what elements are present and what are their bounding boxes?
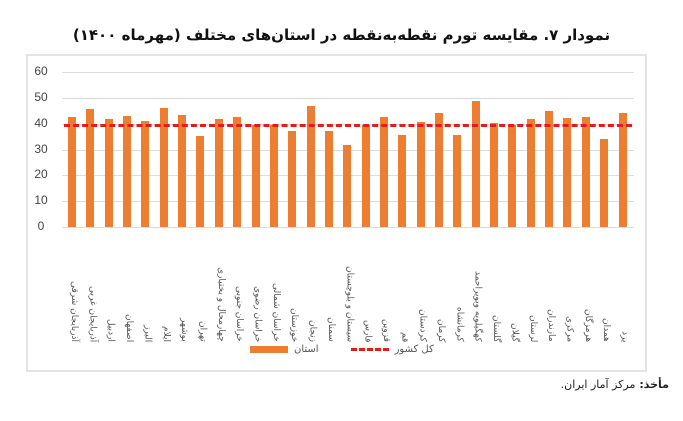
- gridline: [62, 97, 634, 99]
- source-label: مأخذ:: [639, 378, 669, 391]
- bar: [288, 130, 297, 227]
- y-tick-label: 20: [34, 167, 48, 182]
- bar: [269, 125, 278, 227]
- gridline: [62, 227, 634, 228]
- x-tick-label: چهارمحال و بختیاری: [215, 267, 226, 342]
- x-tick-label: کرمانشاه: [454, 307, 465, 342]
- x-tick-label: خوزستان: [289, 307, 300, 342]
- x-tick-label: هرمزگان: [582, 308, 593, 342]
- bar: [600, 138, 609, 227]
- x-tick-label: فارس: [362, 319, 373, 342]
- y-tick-label: 10: [34, 193, 48, 208]
- legend: کل کشور استان: [250, 344, 434, 355]
- x-tick-label: کهگیلویه وبویراحمد: [472, 271, 483, 342]
- x-tick-label: زنجان: [307, 319, 318, 342]
- bar: [471, 101, 480, 227]
- bar: [398, 134, 407, 227]
- national-average-line: [64, 123, 632, 127]
- bar: [233, 117, 242, 227]
- legend-item-provinces: استان: [250, 344, 319, 355]
- bar-swatch-icon: [250, 346, 288, 353]
- source-note: مأخذ:مرکز آمار ایران.: [561, 378, 669, 391]
- bar: [361, 124, 370, 227]
- bar: [453, 134, 462, 227]
- bar: [324, 130, 333, 227]
- bar: [86, 109, 95, 227]
- bar: [251, 124, 260, 227]
- bar: [104, 119, 113, 227]
- y-tick-label: 60: [34, 64, 48, 78]
- bar: [545, 110, 554, 227]
- x-tick-label: تهران: [197, 321, 208, 342]
- x-tick-label: قزوین: [380, 319, 391, 342]
- x-tick-label: البرز: [142, 324, 153, 342]
- y-tick-label: 40: [34, 115, 48, 130]
- bar: [379, 116, 388, 227]
- bar: [141, 120, 150, 227]
- x-tick-label: ایلام: [160, 326, 171, 342]
- bar: [435, 112, 443, 227]
- y-tick-label: 30: [34, 141, 48, 156]
- bar: [306, 105, 315, 227]
- x-tick-label: مازندران: [546, 309, 557, 342]
- bar: [159, 108, 168, 227]
- bar: [343, 144, 352, 227]
- bar: [214, 118, 223, 227]
- x-tick-label: گلستان: [491, 314, 502, 342]
- x-tick-label: مرکزی: [564, 315, 575, 342]
- bar: [68, 117, 76, 227]
- x-tick-label: خراسان رضوی: [252, 285, 263, 342]
- dashed-line-icon: [350, 348, 389, 351]
- x-tick-label: آذربایجان شرقی: [69, 281, 79, 342]
- bar: [178, 114, 187, 227]
- x-tick-label: اردبیل: [105, 319, 116, 342]
- x-tick-label: سیستان و بلوچستان: [344, 265, 355, 342]
- source-text: مرکز آمار ایران.: [560, 378, 636, 391]
- bar: [416, 121, 425, 227]
- bar: [196, 135, 205, 227]
- x-tick-label: خراسان جنوبی: [234, 286, 245, 342]
- legend-item-reference: کل کشور: [350, 344, 434, 355]
- x-tick-label: سمنان: [325, 317, 336, 342]
- bar: [618, 112, 627, 227]
- x-tick-label: قم: [399, 331, 410, 342]
- x-tick-label: اصفهان: [124, 313, 135, 342]
- gridline: [62, 72, 634, 73]
- x-tick-label: گیلان: [509, 323, 520, 342]
- bar: [123, 115, 132, 227]
- bar: [581, 116, 590, 227]
- plot-area: [62, 72, 634, 228]
- x-tick-label: یزد: [619, 330, 630, 342]
- legend-series-label: استان: [294, 344, 319, 355]
- x-tick-label: آذربایجان غربی: [87, 285, 98, 342]
- x-tick-label: بوشهر: [179, 318, 190, 342]
- x-tick-label: خراسان شمالی: [270, 283, 281, 342]
- y-tick-label: 50: [34, 89, 48, 104]
- x-tick-label: همدان: [601, 318, 612, 342]
- bar: [508, 124, 517, 227]
- legend-reference-label: کل کشور: [394, 344, 434, 355]
- bar: [563, 118, 572, 227]
- bar: [526, 118, 535, 227]
- x-tick-label: لرستان: [527, 314, 538, 342]
- x-tick-label: کردستان: [417, 309, 428, 342]
- x-tick-label: کرمان: [436, 318, 446, 342]
- y-tick-label: 0: [37, 219, 45, 233]
- bar: [490, 123, 499, 227]
- chart-title: نمودار ۷. مقایسه تورم نقطه‌به‌نقطه در اس…: [72, 26, 611, 44]
